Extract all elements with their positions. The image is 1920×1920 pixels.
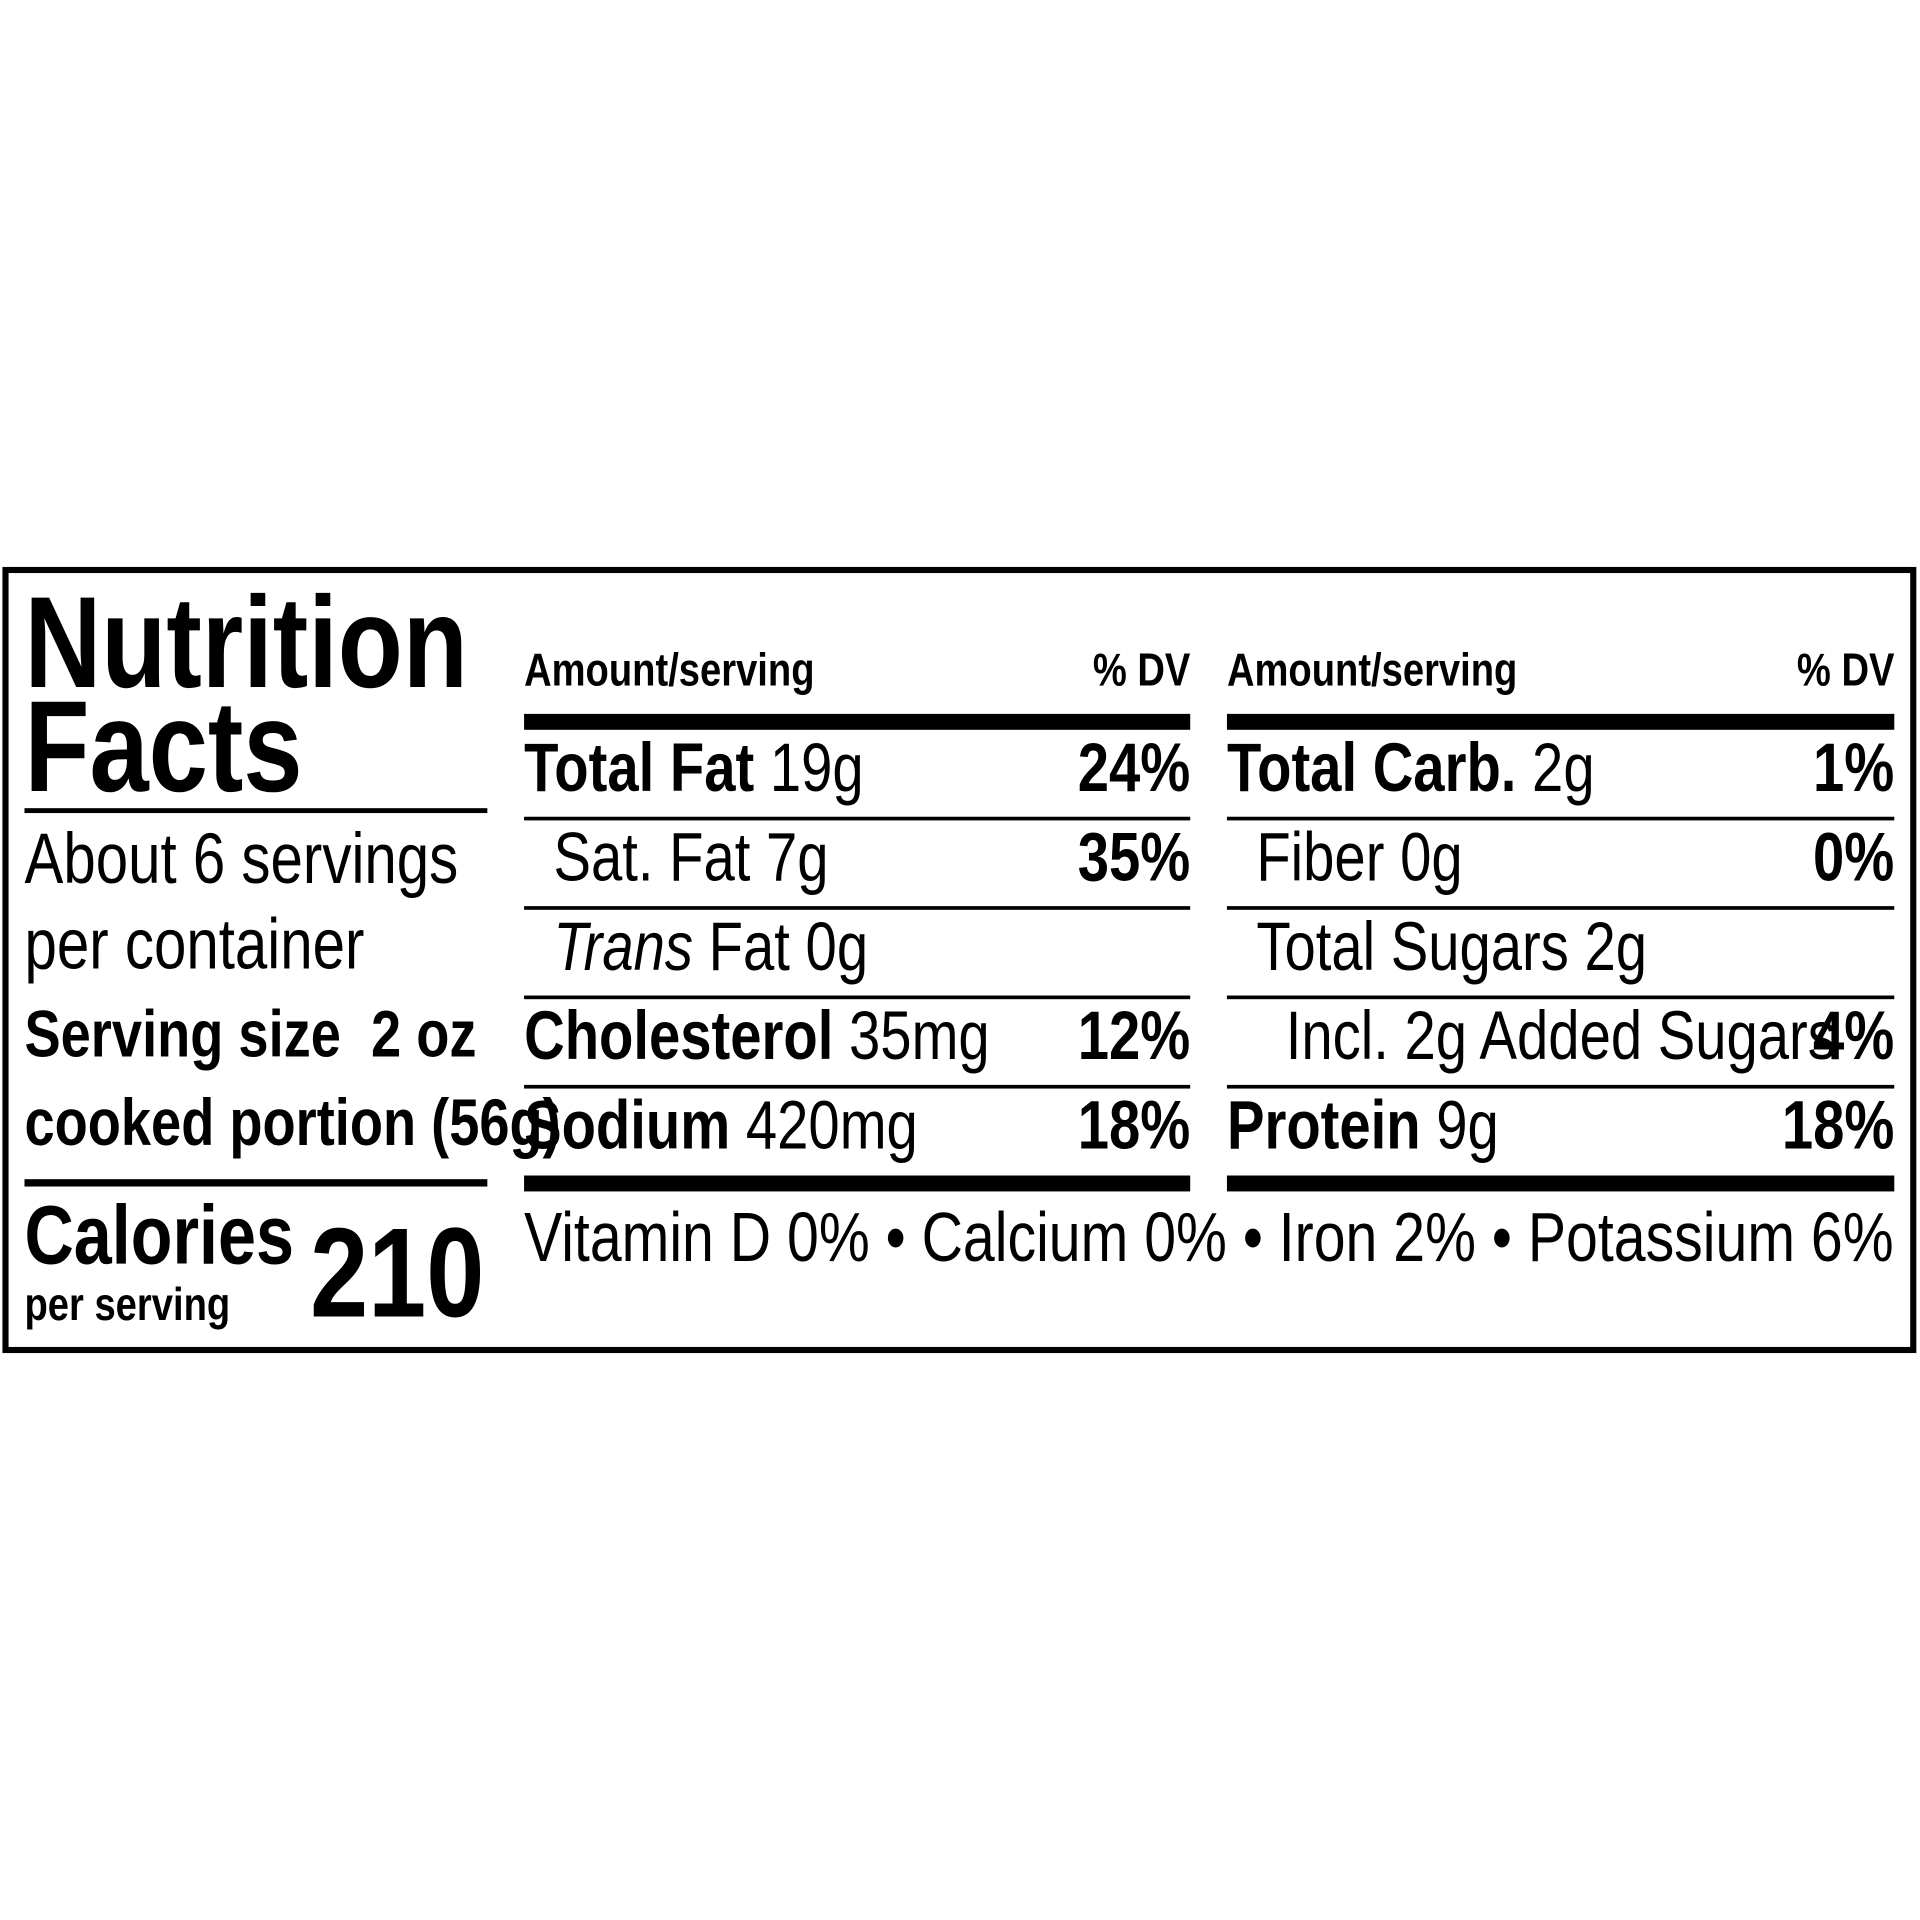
header-amount: Amount/serving [524,645,815,697]
serving-size: Serving size 2 oz [24,1002,476,1068]
nutrient-amount: 19g [769,728,864,806]
column-header: % DV [1797,648,1895,695]
nutrient-amount: 0g [1400,818,1463,896]
divider [524,816,1191,821]
servings: per container [24,909,364,981]
title: Nutrition [24,578,467,708]
servings-text: per container [24,905,365,985]
nutrient-row: Trans Fat 0g [553,912,868,981]
serving-size: cooked portion (56g) [24,1090,560,1156]
dv-value: 18% [1781,1086,1895,1164]
divider [524,1175,1191,1192]
calories: Calories [24,1193,293,1276]
serving-size-text: cooked portion (56g) [24,1086,561,1160]
nutrient-name: Fat [708,907,790,985]
nutrient-row: Total Sugars 2g [1256,912,1647,981]
nutrient-name: Protein [1226,1086,1421,1164]
title-line: Facts [24,674,303,819]
nutrient-amount: 2g [1584,907,1648,985]
nutrient-row: Fiber 0g [1256,822,1462,892]
dv-value: 24% [1077,728,1191,806]
header-amount: Amount/serving [1226,645,1518,697]
divider [524,1084,1191,1089]
dv-value: 12% [1077,996,1191,1075]
divider [524,995,1191,1000]
nutrient-dv: 18% [1078,1091,1191,1160]
nutrient-name: Total Fat [524,728,755,806]
divider [1226,713,1895,730]
nutrient-amount: 420mg [745,1086,918,1164]
label-border [2,566,1917,1354]
vitamins-text: Vitamin D 0% • Calcium 0% • Iron 2% • Po… [524,1198,1894,1277]
column-header: Amount/serving [1227,648,1517,695]
dv-value: 18% [1077,1086,1191,1164]
nutrient-row: Sat. Fat 7g [553,822,828,892]
nutrient-dv: 12% [1078,1001,1191,1071]
column-header: % DV [1093,648,1191,695]
calories: per serving [24,1282,230,1329]
divider [1226,1084,1895,1089]
nutrient-dv: 1% [1813,733,1894,803]
nutrient-amount: 9g [1436,1086,1499,1164]
calories-label: Calories [24,1188,294,1282]
nutrient-name: Total Carb. [1226,728,1517,806]
dv-value: 35% [1077,818,1191,896]
vitamins: Vitamin D 0% • Calcium 0% • Iron 2% • Po… [524,1203,1894,1273]
nutrient-name: Sodium [524,1086,731,1164]
calories-value: 210 [310,1202,485,1345]
nutrient-dv: 18% [1782,1091,1895,1160]
dv-value: 4% [1813,996,1895,1075]
divider [524,906,1191,910]
nutrient-row: Protein 9g [1227,1091,1499,1160]
divider [524,713,1191,730]
servings-text: About 6 servings [24,819,459,899]
nutrient-name: Fiber [1256,818,1385,896]
header-dv: % DV [1092,645,1191,697]
nutrient-row: Cholesterol 35mg [524,1001,990,1071]
nutrient-row: Total Fat 19g [524,733,864,803]
nutrient-amount: 0g [805,907,869,985]
dv-value: 1% [1813,728,1895,806]
divider [1226,906,1895,910]
nutrient-row: Total Carb. 2g [1227,733,1595,803]
nutrient-name: Trans [553,907,694,985]
serving-size-text: Serving size 2 oz [24,998,477,1072]
nutrient-dv: 24% [1078,733,1191,803]
nutrient-amount: 7g [765,818,829,896]
dv-value: 0% [1813,818,1895,896]
header-dv: % DV [1796,645,1895,697]
nutrient-row: Sodium 420mg [524,1091,918,1160]
divider [1226,995,1895,1000]
nutrient-row: Incl. 2g Added Sugars [1286,1001,1836,1071]
calories: 210 [311,1210,485,1337]
column-header: Amount/serving [524,648,814,695]
nutrient-amount: 2g [1532,728,1595,806]
nutrient-dv: 0% [1813,822,1894,892]
divider [24,808,488,814]
divider [1226,816,1895,821]
nutrient-dv: 35% [1078,822,1191,892]
title: Facts [24,682,302,812]
calories-sublabel: per serving [24,1279,231,1332]
title-line: Nutrition [24,570,468,715]
servings: About 6 servings [24,824,458,895]
nutrient-name: Incl. 2g Added Sugars [1285,996,1836,1075]
nutrient-amount: 35mg [849,996,990,1075]
divider [1226,1175,1895,1192]
nutrient-name: Cholesterol [524,996,834,1075]
divider [24,1179,488,1187]
nutrient-name: Total Sugars [1256,907,1569,985]
nutrient-name: Sat. Fat [553,818,751,896]
nutrient-dv: 4% [1813,1001,1894,1071]
